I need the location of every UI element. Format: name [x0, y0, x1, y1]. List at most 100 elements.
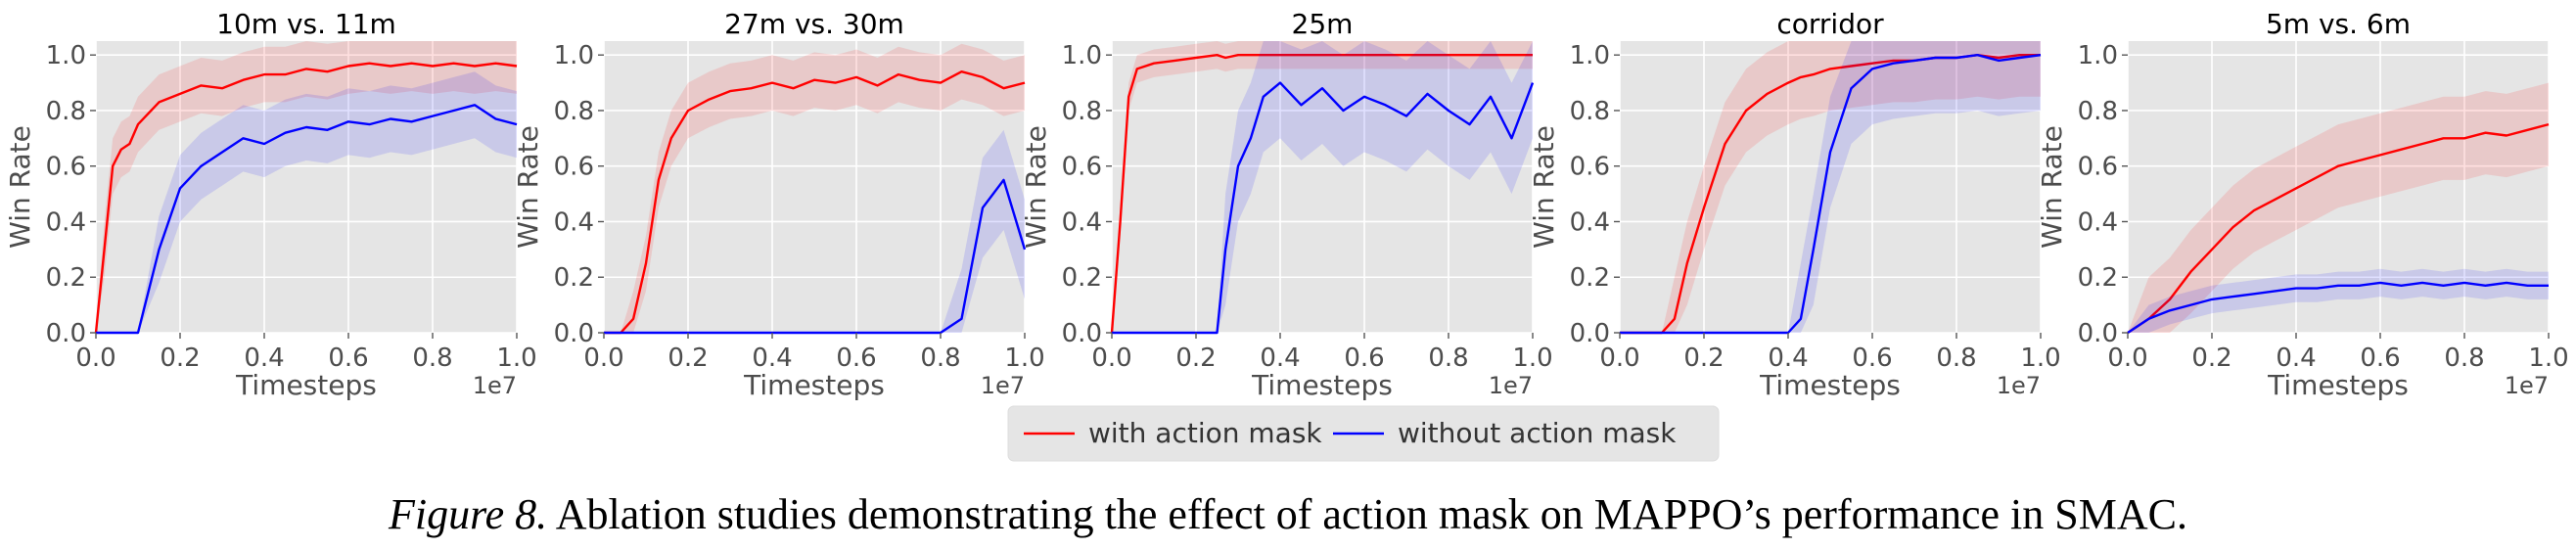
x-tick-label: 0.2 — [1683, 344, 1724, 373]
y-tick-label: 0.8 — [554, 97, 594, 126]
x-tick-label: 0.4 — [2276, 344, 2316, 373]
chart-panel: 0.0 0.2 0.4 0.6 0.8 1.0 0.0 0.2 0.4 0.6 0.8 1.0 5m v… — [2036, 8, 2569, 401]
legend-label: without action mask — [1398, 417, 1677, 449]
x-tick-label: 0.6 — [836, 344, 876, 373]
y-tick-label: 1.0 — [1062, 41, 1102, 70]
x-axis-label: Timesteps — [1759, 369, 1901, 401]
y-tick-label: 0.2 — [1062, 263, 1102, 293]
x-axis-label: Timesteps — [2267, 369, 2409, 401]
x-tick-label: 0.2 — [667, 344, 708, 373]
y-axis-label: Win Rate — [512, 125, 544, 249]
y-tick-label: 0.8 — [1062, 97, 1102, 126]
x-tick-label: 0.2 — [2191, 344, 2231, 373]
y-tick-label: 0.0 — [1570, 319, 1610, 348]
y-axis-label: Win Rate — [1020, 125, 1052, 249]
chart-title: corridor — [1776, 8, 1884, 40]
y-axis-label: Win Rate — [4, 125, 36, 249]
y-tick-label: 0.8 — [2078, 97, 2118, 126]
chart-title: 25m — [1292, 8, 1354, 40]
x-tick-label: 0.4 — [1768, 344, 1808, 373]
x-axis-multiplier: 1e7 — [1997, 372, 2041, 399]
series-band — [1112, 41, 1533, 333]
series-band — [1112, 41, 1533, 333]
plot-area — [96, 41, 517, 333]
x-tick-label: 0.0 — [1599, 344, 1639, 373]
y-tick-label: 0.4 — [554, 207, 594, 237]
y-tick-label: 0.2 — [554, 263, 594, 293]
legend: with action mask without action mask — [1007, 405, 1720, 462]
x-tick-label: 0.6 — [1852, 344, 1892, 373]
x-tick-label: 1.0 — [1512, 344, 1552, 373]
series-band — [96, 71, 517, 333]
x-tick-label: 1.0 — [496, 344, 536, 373]
chart-panel: 0.0 0.2 0.4 0.6 0.8 1.0 0.0 0.2 0.4 0.6 0.8 1.0 27m … — [512, 8, 1045, 401]
x-tick-label: 0.2 — [1175, 344, 1216, 373]
chart-panel: 0.0 0.2 0.4 0.6 0.8 1.0 0.0 0.2 0.4 0.6 0.8 1.0 corr… — [1528, 8, 2061, 401]
y-tick-label: 0.6 — [554, 153, 594, 182]
series-band — [2128, 82, 2549, 333]
x-tick-label: 0.8 — [412, 344, 452, 373]
y-tick-label: 1.0 — [554, 41, 594, 70]
y-tick-label: 0.6 — [1570, 153, 1610, 182]
chart-title: 27m vs. 30m — [724, 8, 904, 40]
x-tick-label: 0.0 — [583, 344, 623, 373]
x-tick-label: 0.0 — [2107, 344, 2147, 373]
y-tick-label: 0.8 — [46, 97, 86, 126]
series-band — [604, 43, 1025, 334]
plot-area — [1620, 41, 2041, 333]
y-tick-label: 0.2 — [2078, 263, 2118, 293]
legend-label: with action mask — [1088, 417, 1322, 449]
x-tick-label: 0.6 — [1344, 344, 1384, 373]
x-tick-label: 0.8 — [2444, 344, 2484, 373]
series-line — [96, 104, 518, 335]
x-axis-label: Timesteps — [743, 369, 885, 401]
x-tick-label: 0.6 — [328, 344, 368, 373]
y-tick-label: 0.4 — [1062, 207, 1102, 237]
caption-label: Figure 8. — [389, 490, 548, 538]
series-line — [2127, 281, 2549, 335]
chart-panel: 0.0 0.2 0.4 0.6 0.8 1.0 0.0 0.2 0.4 0.6 0.8 1.0 10m … — [4, 8, 537, 401]
chart-title: 10m vs. 11m — [216, 8, 396, 40]
y-tick-label: 0.6 — [2078, 153, 2118, 182]
series-band — [1620, 41, 2041, 333]
y-tick-label: 0.0 — [46, 319, 86, 348]
y-tick-label: 0.4 — [1570, 207, 1610, 237]
plot-area — [604, 41, 1025, 333]
x-tick-label: 0.4 — [1260, 344, 1300, 373]
x-tick-label: 0.6 — [2360, 344, 2400, 373]
series-line — [2127, 122, 2550, 335]
series-line — [1110, 54, 1533, 334]
x-tick-label: 0.0 — [1091, 344, 1131, 373]
y-tick-label: 0.0 — [2078, 319, 2118, 348]
series-line — [604, 69, 1026, 335]
y-tick-label: 1.0 — [1570, 41, 1610, 70]
x-axis-multiplier: 1e7 — [981, 372, 1025, 399]
series-line — [604, 178, 1027, 335]
y-tick-label: 0.4 — [46, 207, 86, 237]
y-tick-label: 0.8 — [1570, 97, 1610, 126]
x-axis-label: Timesteps — [1251, 369, 1393, 401]
y-tick-label: 0.0 — [1062, 319, 1102, 348]
x-tick-label: 0.8 — [1428, 344, 1468, 373]
series-line — [94, 62, 518, 334]
y-tick-label: 1.0 — [2078, 41, 2118, 70]
x-tick-label: 0.4 — [752, 344, 792, 373]
x-axis-multiplier: 1e7 — [1489, 372, 1533, 399]
x-tick-label: 1.0 — [2528, 344, 2568, 373]
series-line — [1620, 54, 2042, 335]
x-tick-label: 0.0 — [75, 344, 115, 373]
y-tick-label: 0.4 — [2078, 207, 2118, 237]
chart-title: 5m vs. 6m — [2266, 8, 2411, 40]
y-tick-label: 0.2 — [46, 263, 86, 293]
x-axis-label: Timesteps — [235, 369, 377, 401]
y-tick-label: 0.6 — [1062, 153, 1102, 182]
x-tick-label: 1.0 — [2020, 344, 2060, 373]
x-tick-label: 1.0 — [1004, 344, 1044, 373]
series-band — [1620, 41, 2041, 333]
x-axis-multiplier: 1e7 — [473, 372, 517, 399]
y-tick-label: 0.2 — [1570, 263, 1610, 293]
y-tick-label: 0.0 — [554, 319, 594, 348]
x-tick-label: 0.4 — [244, 344, 284, 373]
x-tick-label: 0.2 — [160, 344, 200, 373]
